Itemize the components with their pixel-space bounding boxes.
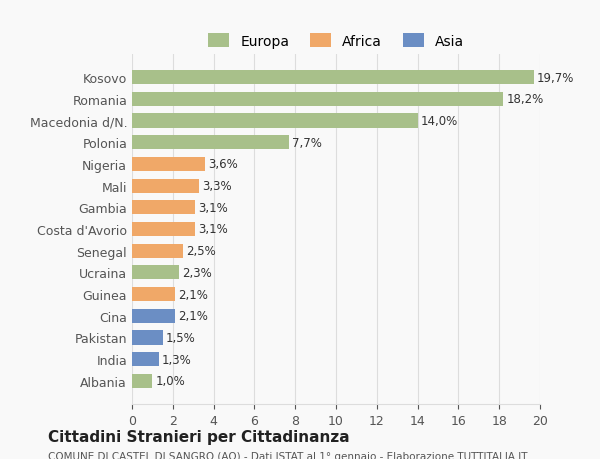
- Bar: [132, 71, 534, 85]
- Bar: [132, 266, 179, 280]
- Bar: [132, 136, 289, 150]
- Bar: [132, 353, 158, 366]
- Text: 1,3%: 1,3%: [161, 353, 191, 366]
- Bar: [132, 157, 205, 172]
- Bar: [132, 201, 195, 215]
- Text: 1,0%: 1,0%: [155, 375, 185, 387]
- Text: 3,6%: 3,6%: [209, 158, 238, 171]
- Bar: [132, 179, 199, 193]
- Text: 7,7%: 7,7%: [292, 136, 322, 149]
- Text: 2,1%: 2,1%: [178, 288, 208, 301]
- Text: 2,5%: 2,5%: [186, 245, 216, 257]
- Bar: [132, 374, 152, 388]
- Bar: [132, 330, 163, 345]
- Bar: [132, 287, 175, 302]
- Text: Cittadini Stranieri per Cittadinanza: Cittadini Stranieri per Cittadinanza: [48, 429, 350, 444]
- Bar: [132, 244, 183, 258]
- Legend: Europa, Africa, Asia: Europa, Africa, Asia: [202, 27, 470, 56]
- Text: 14,0%: 14,0%: [421, 115, 458, 128]
- Text: 2,1%: 2,1%: [178, 310, 208, 323]
- Text: 18,2%: 18,2%: [506, 93, 544, 106]
- Text: 2,3%: 2,3%: [182, 266, 212, 279]
- Text: 3,3%: 3,3%: [202, 180, 232, 193]
- Text: COMUNE DI CASTEL DI SANGRO (AQ) - Dati ISTAT al 1° gennaio - Elaborazione TUTTIT: COMUNE DI CASTEL DI SANGRO (AQ) - Dati I…: [48, 451, 527, 459]
- Text: 19,7%: 19,7%: [537, 72, 574, 84]
- Bar: [132, 309, 175, 323]
- Bar: [132, 114, 418, 129]
- Bar: [132, 223, 195, 236]
- Text: 1,5%: 1,5%: [166, 331, 196, 344]
- Bar: [132, 93, 503, 106]
- Text: 3,1%: 3,1%: [198, 202, 228, 214]
- Text: 3,1%: 3,1%: [198, 223, 228, 236]
